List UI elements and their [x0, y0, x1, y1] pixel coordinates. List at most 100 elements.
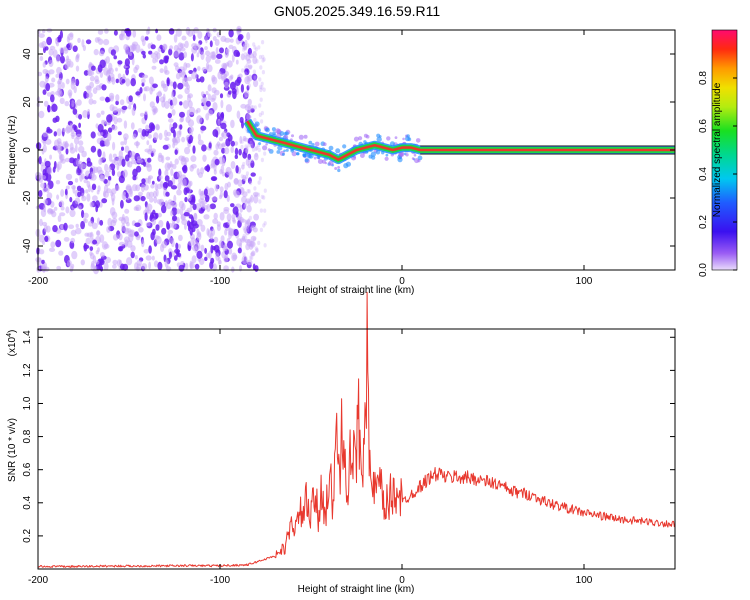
noise-speckle — [123, 236, 130, 243]
noise-speckle — [212, 36, 217, 41]
noise-speckle — [205, 194, 210, 203]
noise-speckle — [245, 146, 249, 154]
track-halo-speckle — [317, 159, 323, 164]
noise-speckle — [207, 33, 212, 38]
noise-speckle — [167, 233, 171, 240]
noise-speckle — [144, 110, 148, 116]
x-tick-label: -200 — [28, 276, 48, 287]
noise-speckle — [62, 127, 66, 133]
noise-speckle — [135, 206, 139, 211]
noise-speckle — [148, 191, 155, 198]
noise-speckle — [119, 241, 125, 247]
noise-speckle — [159, 59, 164, 65]
track-halo-speckle — [298, 134, 304, 140]
noise-speckle — [111, 211, 118, 219]
noise-speckle — [217, 143, 223, 150]
noise-speckle — [249, 180, 253, 186]
noise-speckle — [230, 203, 235, 208]
noise-speckle — [206, 252, 210, 259]
noise-speckle — [244, 235, 248, 240]
noise-speckle — [143, 184, 149, 191]
noise-speckle — [130, 245, 136, 252]
noise-speckle — [244, 68, 250, 76]
noise-speckle — [53, 131, 57, 137]
noise-speckle — [182, 164, 188, 174]
noise-speckle — [48, 247, 56, 252]
noise-speckle — [172, 215, 177, 222]
noise-speckle — [57, 161, 62, 170]
noise-speckle — [58, 201, 63, 207]
noise-speckle — [82, 110, 88, 118]
noise-speckle — [200, 244, 205, 252]
noise-speckle — [121, 223, 126, 232]
noise-speckle — [226, 213, 232, 222]
noise-speckle — [244, 65, 248, 70]
noise-speckle — [235, 165, 239, 174]
noise-speckle — [87, 108, 91, 115]
noise-speckle — [125, 192, 129, 199]
noise-speckle — [132, 133, 137, 140]
y-tick-label: 1.2 — [22, 363, 33, 377]
noise-speckle — [111, 198, 115, 206]
noise-speckle — [257, 180, 261, 185]
noise-speckle — [152, 57, 157, 64]
track-halo-speckle — [265, 127, 270, 133]
noise-speckle — [134, 231, 139, 237]
noise-speckle — [245, 158, 250, 166]
noise-speckle — [116, 117, 123, 123]
track-halo-speckle — [323, 142, 327, 146]
noise-speckle — [71, 263, 75, 269]
noise-speckle — [257, 240, 261, 246]
noise-speckle — [108, 166, 112, 173]
noise-speckle — [246, 59, 252, 64]
noise-speckle — [189, 180, 193, 187]
noise-speckle — [110, 188, 117, 195]
track-halo-speckle — [265, 143, 268, 146]
noise-speckle — [259, 97, 263, 102]
noise-speckle — [151, 65, 157, 70]
noise-speckle — [148, 122, 155, 130]
noise-speckle — [249, 255, 253, 260]
noise-speckle — [205, 100, 211, 107]
noise-speckle — [217, 118, 221, 127]
noise-speckle — [87, 69, 93, 77]
noise-speckle — [68, 224, 75, 229]
noise-speckle — [193, 213, 198, 222]
noise-speckle — [230, 146, 234, 154]
noise-speckle — [192, 203, 197, 211]
noise-speckle — [263, 221, 267, 226]
noise-speckle — [119, 246, 122, 252]
noise-speckle — [223, 81, 229, 89]
noise-speckle — [200, 91, 205, 97]
noise-speckle — [150, 52, 157, 59]
noise-speckle — [159, 68, 164, 74]
noise-speckle — [93, 48, 99, 56]
noise-speckle — [55, 180, 61, 185]
track-halo-speckle — [303, 134, 308, 139]
noise-speckle — [184, 157, 189, 163]
noise-speckle — [238, 148, 242, 156]
noise-speckle — [115, 78, 119, 84]
noise-speckle — [125, 29, 132, 37]
noise-speckle — [210, 244, 214, 254]
noise-speckle — [107, 127, 113, 133]
noise-speckle — [203, 214, 210, 220]
noise-speckle — [255, 145, 259, 151]
track-halo-speckle — [335, 148, 341, 154]
noise-speckle — [196, 115, 203, 124]
noise-speckle — [141, 129, 146, 137]
noise-speckle — [219, 112, 224, 121]
noise-speckle — [42, 61, 46, 68]
track-halo-speckle — [276, 150, 281, 154]
noise-speckle — [230, 119, 235, 129]
noise-speckle — [247, 143, 251, 148]
noise-speckle — [254, 152, 258, 157]
noise-speckle — [258, 112, 262, 118]
noise-speckle — [115, 67, 118, 72]
noise-speckle — [201, 97, 207, 104]
noise-speckle — [252, 69, 256, 74]
noise-speckle — [43, 266, 50, 272]
noise-speckle — [111, 168, 116, 177]
noise-speckle — [245, 174, 249, 179]
